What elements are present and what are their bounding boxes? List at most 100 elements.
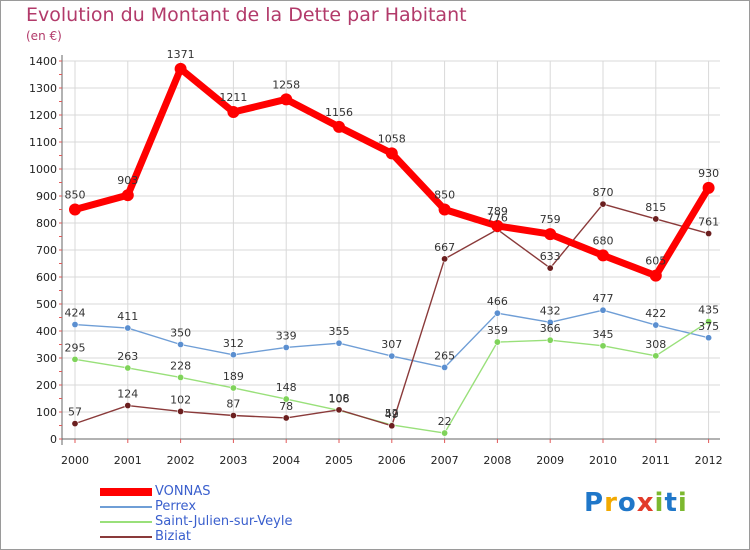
data-point — [124, 364, 132, 372]
data-label: 106 — [329, 392, 350, 405]
data-point — [546, 318, 554, 326]
y-tick-label: 700 — [36, 244, 57, 257]
data-label: 78 — [279, 400, 293, 413]
data-label: 432 — [540, 304, 561, 317]
data-label: 424 — [65, 307, 86, 320]
data-point — [177, 340, 185, 348]
data-label: 1058 — [378, 132, 406, 145]
data-label: 350 — [170, 327, 191, 340]
data-label: 189 — [223, 370, 244, 383]
data-label: 850 — [434, 189, 455, 202]
data-label: 667 — [434, 241, 455, 254]
data-label: 263 — [117, 350, 138, 363]
data-label: 307 — [381, 338, 402, 351]
data-label: 815 — [645, 201, 666, 214]
y-tick-label: 100 — [36, 406, 57, 419]
data-label: 102 — [170, 393, 191, 406]
y-tick-label: 0 — [50, 433, 57, 446]
data-point — [493, 338, 501, 346]
data-point — [599, 306, 607, 314]
y-tick-label: 900 — [36, 190, 57, 203]
x-tick-label: 2005 — [325, 454, 353, 467]
x-tick-label: 2012 — [695, 454, 723, 467]
data-label: 1371 — [167, 48, 195, 61]
y-tick-label: 800 — [36, 217, 57, 230]
y-tick-label: 1200 — [29, 109, 57, 122]
data-point — [599, 342, 607, 350]
data-label: 148 — [276, 381, 297, 394]
data-label: 870 — [593, 186, 614, 199]
data-label: 1258 — [272, 78, 300, 91]
data-label: 850 — [65, 189, 86, 202]
data-point — [649, 269, 662, 282]
y-tick-label: 600 — [36, 271, 57, 284]
data-label: 930 — [698, 167, 719, 180]
data-point — [71, 420, 79, 428]
data-point — [124, 402, 132, 410]
data-point — [441, 429, 449, 437]
data-label: 759 — [540, 213, 561, 226]
data-label: 633 — [540, 250, 561, 263]
data-point — [71, 355, 79, 363]
data-point — [280, 93, 293, 106]
data-label: 228 — [170, 359, 191, 372]
data-point — [282, 414, 290, 422]
x-tick-label: 2002 — [167, 454, 195, 467]
logo-letter: P — [584, 488, 605, 518]
chart-subtitle: (en €) — [26, 29, 62, 43]
logo-letter: x — [636, 488, 655, 518]
data-point — [441, 255, 449, 263]
y-tick-label: 1400 — [29, 55, 57, 68]
data-label: 339 — [276, 329, 297, 342]
data-point — [546, 264, 554, 272]
legend-swatch — [100, 521, 152, 523]
data-label: 295 — [65, 341, 86, 354]
y-tick-label: 1100 — [29, 136, 57, 149]
x-tick-label: 2001 — [114, 454, 142, 467]
data-point — [441, 363, 449, 371]
data-point — [597, 249, 609, 262]
data-point — [705, 318, 713, 326]
proxiti-logo: Proxiti — [584, 488, 688, 518]
data-point — [385, 147, 398, 160]
data-point — [705, 230, 713, 238]
data-point — [652, 352, 660, 360]
x-tick-label: 2003 — [219, 454, 247, 467]
data-label: 680 — [593, 234, 614, 247]
data-point — [177, 407, 185, 415]
data-point — [71, 321, 79, 329]
legend-swatch — [100, 488, 152, 496]
data-point — [282, 395, 290, 403]
data-label: 108 — [329, 392, 350, 405]
data-label: 375 — [698, 320, 719, 333]
data-label: 605 — [645, 255, 666, 268]
data-point — [124, 324, 132, 332]
x-tick-label: 2004 — [272, 454, 300, 467]
data-point — [282, 343, 290, 351]
data-label: 366 — [540, 322, 561, 335]
data-label: 312 — [223, 337, 244, 350]
data-label: 466 — [487, 295, 508, 308]
legend-label: Biziat — [155, 529, 192, 544]
data-label: 87 — [226, 398, 240, 411]
logo-letter: o — [617, 488, 637, 518]
data-label: 411 — [117, 310, 138, 323]
data-label: 355 — [329, 325, 350, 338]
data-label: 477 — [593, 292, 614, 305]
x-tick-label: 2008 — [483, 454, 511, 467]
data-point — [69, 203, 81, 216]
legend-label: Saint-Julien-sur-Veyle — [155, 514, 293, 529]
data-label: 359 — [487, 324, 508, 337]
data-label: 1156 — [325, 106, 353, 119]
logo-letter: t — [664, 488, 678, 518]
data-point — [544, 228, 557, 241]
data-point — [493, 309, 501, 317]
data-point — [177, 373, 185, 381]
data-label: 435 — [698, 304, 719, 317]
data-point — [652, 215, 660, 223]
legend-swatch — [100, 506, 152, 508]
data-point — [388, 422, 396, 430]
data-label: 903 — [117, 174, 138, 187]
